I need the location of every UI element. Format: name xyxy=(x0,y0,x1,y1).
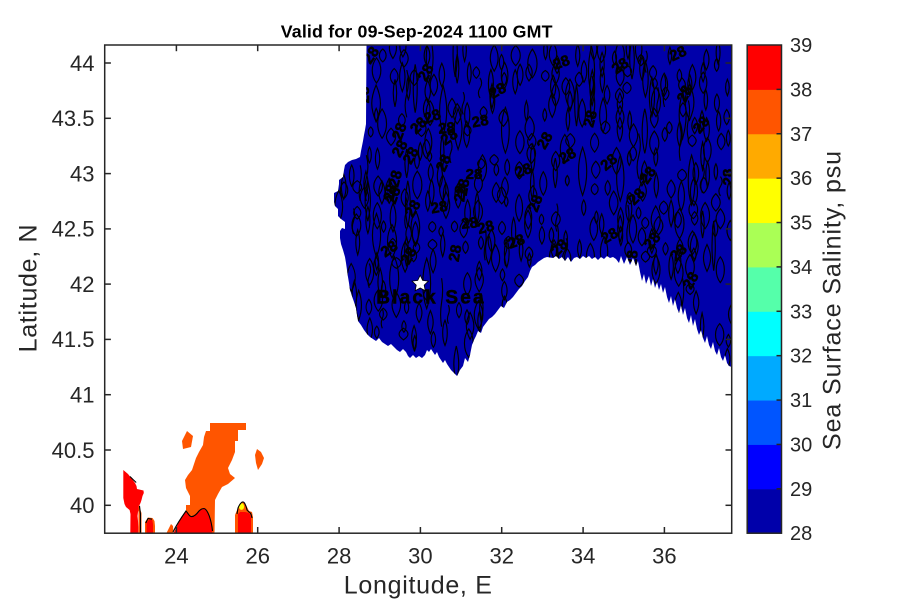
svg-text:42.5: 42.5 xyxy=(52,217,95,242)
svg-text:28: 28 xyxy=(525,193,547,214)
svg-text:30: 30 xyxy=(790,434,812,456)
svg-text:34: 34 xyxy=(790,257,812,279)
svg-text:28: 28 xyxy=(790,523,812,545)
svg-text:36: 36 xyxy=(790,168,812,190)
svg-text:28: 28 xyxy=(438,119,456,137)
svg-text:28: 28 xyxy=(430,198,449,218)
svg-text:28: 28 xyxy=(580,109,601,130)
svg-text:42: 42 xyxy=(70,272,94,297)
svg-text:40: 40 xyxy=(70,493,94,518)
svg-text:32: 32 xyxy=(489,544,513,569)
svg-text:28: 28 xyxy=(451,185,469,203)
svg-text:26: 26 xyxy=(245,544,269,569)
svg-text:36: 36 xyxy=(652,544,676,569)
svg-text:28: 28 xyxy=(667,43,689,65)
svg-text:Longitude, E: Longitude, E xyxy=(344,571,493,599)
svg-text:28: 28 xyxy=(466,166,483,183)
svg-text:28: 28 xyxy=(446,244,466,263)
svg-text:31: 31 xyxy=(790,390,812,412)
svg-text:28: 28 xyxy=(400,144,423,167)
svg-text:24: 24 xyxy=(164,544,188,569)
svg-text:28: 28 xyxy=(486,80,509,103)
svg-text:41.5: 41.5 xyxy=(52,327,95,352)
svg-text:39: 39 xyxy=(790,35,812,57)
svg-text:28: 28 xyxy=(385,169,406,190)
svg-text:28: 28 xyxy=(674,83,696,105)
svg-text:28: 28 xyxy=(471,112,490,132)
svg-text:28: 28 xyxy=(415,61,438,84)
svg-text:43: 43 xyxy=(70,161,94,186)
svg-text:28: 28 xyxy=(383,185,405,206)
svg-text:32: 32 xyxy=(790,346,812,368)
svg-text:28: 28 xyxy=(389,137,412,160)
svg-text:44: 44 xyxy=(70,51,94,76)
svg-text:Latitude, N: Latitude, N xyxy=(15,224,43,353)
svg-text:Black Sea: Black Sea xyxy=(376,287,486,308)
svg-text:28: 28 xyxy=(476,217,497,238)
svg-text:40.5: 40.5 xyxy=(52,438,95,463)
svg-text:41: 41 xyxy=(70,383,94,408)
svg-text:28: 28 xyxy=(551,52,572,74)
svg-text:28: 28 xyxy=(513,160,534,182)
svg-text:43.5: 43.5 xyxy=(52,106,95,131)
svg-text:28: 28 xyxy=(380,183,401,204)
svg-text:28: 28 xyxy=(506,231,527,253)
svg-text:28: 28 xyxy=(433,152,455,174)
svg-text:28: 28 xyxy=(378,238,401,261)
svg-text:30: 30 xyxy=(408,544,432,569)
svg-text:28: 28 xyxy=(422,106,443,128)
svg-text:29: 29 xyxy=(790,479,812,501)
svg-text:Sea Surface Salinity, psu: Sea Surface Salinity, psu xyxy=(819,150,847,450)
svg-text:28: 28 xyxy=(454,178,474,197)
svg-text:28: 28 xyxy=(720,169,737,186)
svg-text:28: 28 xyxy=(598,225,621,248)
svg-text:33: 33 xyxy=(790,301,812,323)
svg-text:Valid for 09-Sep-2024 1100 GMT: Valid for 09-Sep-2024 1100 GMT xyxy=(281,21,553,41)
svg-text:34: 34 xyxy=(571,544,595,569)
svg-text:35: 35 xyxy=(790,213,812,235)
svg-text:28: 28 xyxy=(534,129,557,152)
svg-text:37: 37 xyxy=(790,124,812,146)
svg-text:38: 38 xyxy=(790,79,812,101)
svg-text:28: 28 xyxy=(327,544,351,569)
svg-text:28: 28 xyxy=(389,121,411,142)
svg-text:28: 28 xyxy=(556,145,579,168)
svg-text:28: 28 xyxy=(680,269,703,292)
svg-text:28: 28 xyxy=(461,214,479,232)
svg-text:28: 28 xyxy=(402,197,425,220)
svg-text:28: 28 xyxy=(398,244,421,267)
